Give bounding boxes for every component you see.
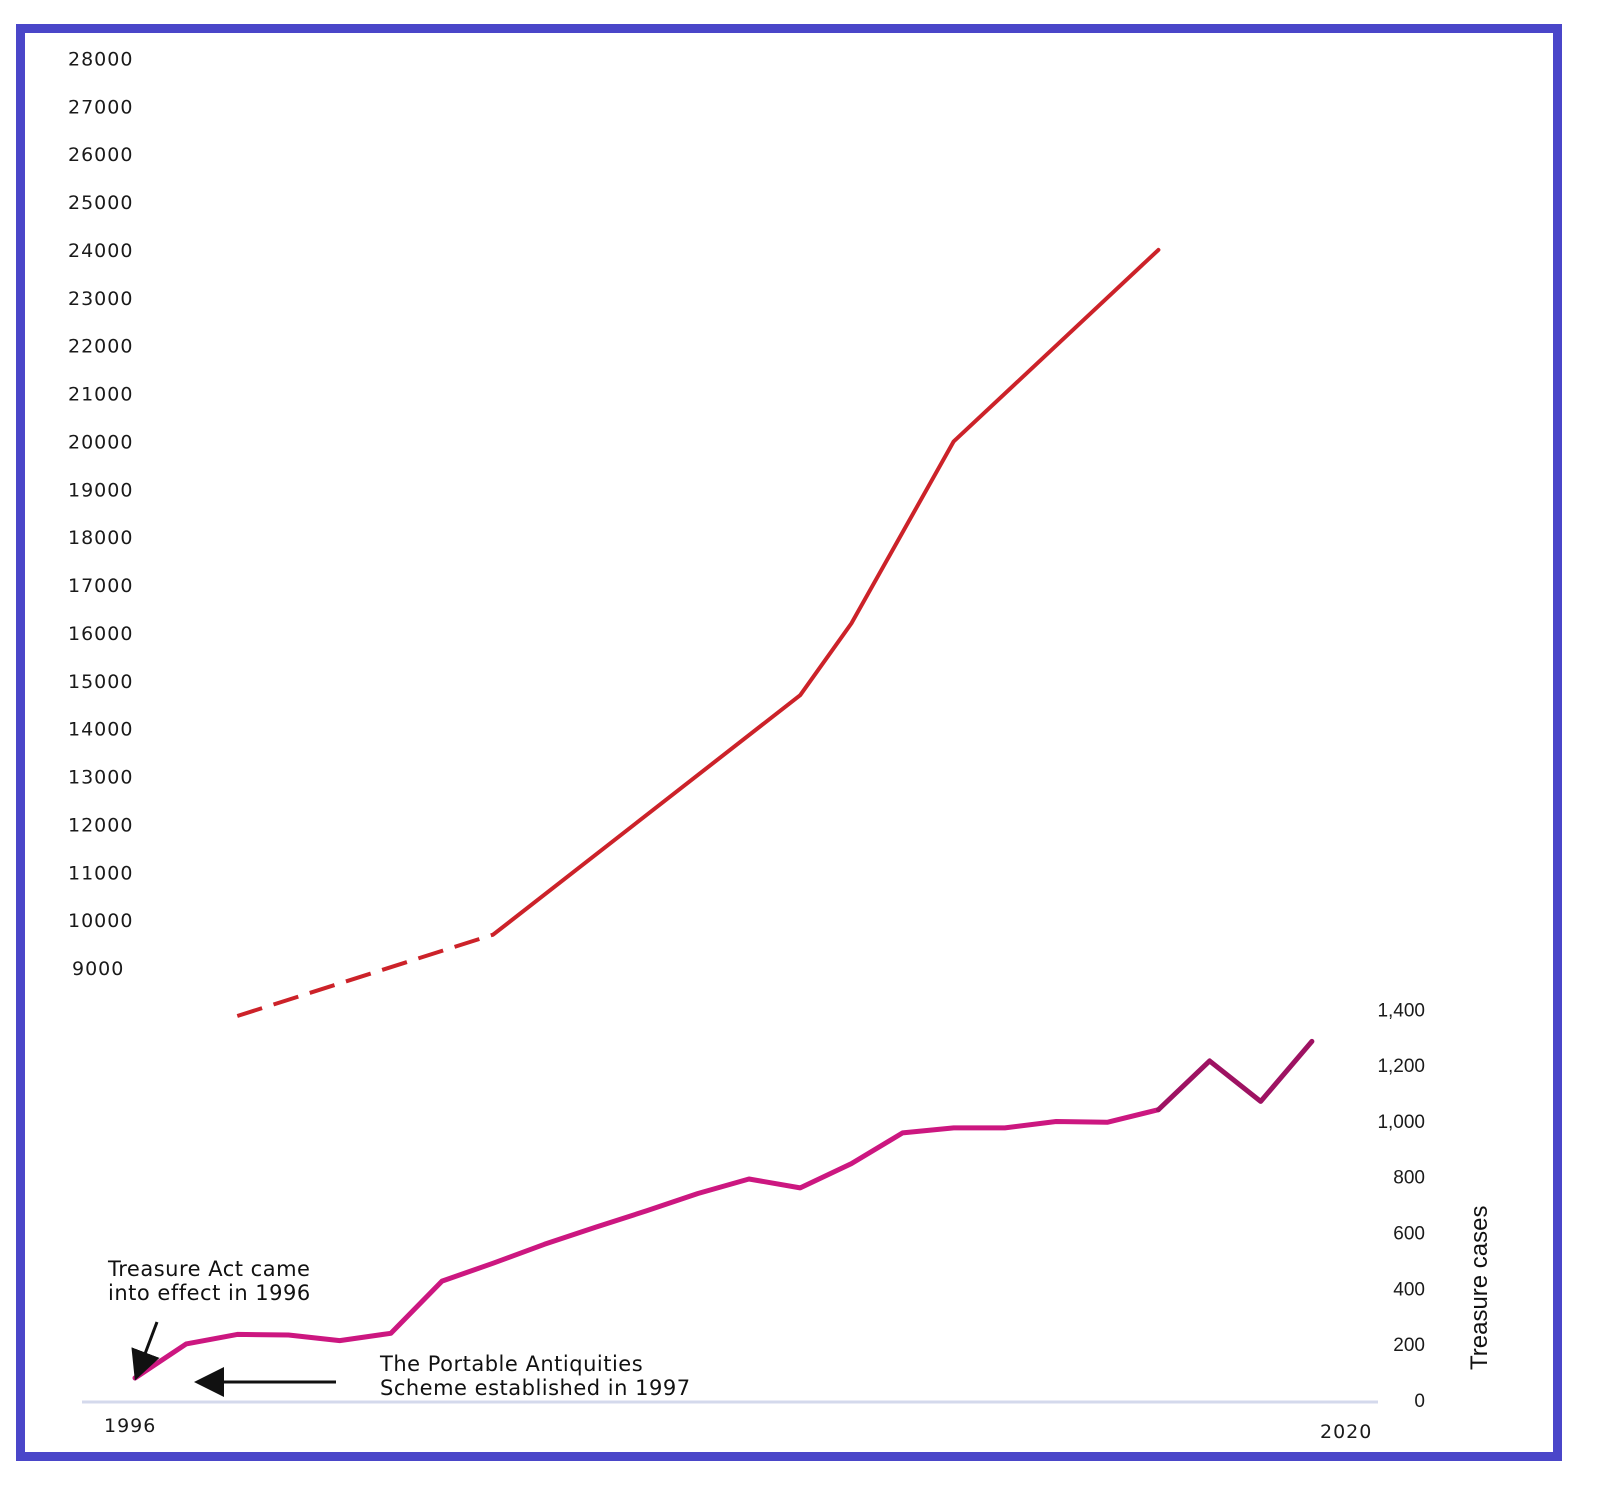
upper-y-axis: 9000 10000 11000 12000 13000 14000 15000 16000 1… <box>68 48 133 980</box>
upper-y-tick-11000: 11000 <box>68 862 133 884</box>
upper-y-tick-14000: 14000 <box>68 719 133 741</box>
upper-y-tick-10000: 10000 <box>68 910 133 932</box>
upper-y-tick-26000: 26000 <box>68 144 133 166</box>
upper-y-tick-21000: 21000 <box>68 384 133 406</box>
x-end-label: 2020 <box>1320 1421 1372 1443</box>
upper-y-tick-13000: 13000 <box>68 767 133 789</box>
treasure-cases-series <box>132 1038 1315 1381</box>
x-start-label: 1996 <box>104 1415 156 1437</box>
upper-y-tick-18000: 18000 <box>68 527 133 549</box>
treasure-act-note-line1: Treasure Act came <box>107 1257 310 1281</box>
lower-y-tick-200: 200 <box>1393 1335 1425 1356</box>
lower-y-tick-1,200: 1,200 <box>1377 1056 1425 1077</box>
upper-y-tick-15000: 15000 <box>68 671 133 693</box>
lower-y-tick-0: 0 <box>1414 1391 1425 1412</box>
upper-series <box>236 247 1161 1018</box>
upper-y-tick-25000: 25000 <box>68 192 133 214</box>
upper-y-tick-17000: 17000 <box>68 575 133 597</box>
pas-note-line2: Scheme established in 1997 <box>380 1376 691 1400</box>
treasure-cases-line-0 <box>132 1107 1161 1381</box>
treasure-cases-line-1 <box>1155 1038 1315 1113</box>
upper-y-tick-27000: 27000 <box>68 96 133 118</box>
chart-frame <box>16 24 1562 1461</box>
upper-y-tick-16000: 16000 <box>68 623 133 645</box>
lower-y-tick-800: 800 <box>1393 1168 1425 1189</box>
upper-line-segment-solid <box>491 247 1161 937</box>
upper-y-tick-28000: 28000 <box>68 48 133 70</box>
upper-y-tick-20000: 20000 <box>68 431 133 453</box>
lower-y-tick-600: 600 <box>1393 1224 1425 1245</box>
lower-y-axis: 0 200 400 600 800 1,000 1,200 1,400 <box>1377 1000 1425 1412</box>
upper-y-tick-9000: 9000 <box>72 958 124 980</box>
treasure-cases-axis-title: Treasure cases <box>1466 1205 1493 1370</box>
lower-y-tick-400: 400 <box>1393 1279 1425 1300</box>
upper-y-tick-12000: 12000 <box>68 814 133 836</box>
upper-y-tick-19000: 19000 <box>68 479 133 501</box>
treasure-act-arrow <box>131 1321 160 1381</box>
lower-y-tick-1,400: 1,400 <box>1377 1000 1425 1021</box>
treasure-act-note-line2: into effect in 1996 <box>108 1281 311 1305</box>
pas-note-line1: The Portable Antiquities <box>379 1352 643 1376</box>
upper-y-tick-24000: 24000 <box>68 240 133 262</box>
upper-line-segment-dashed <box>236 932 494 1018</box>
upper-y-tick-23000: 23000 <box>68 288 133 310</box>
lower-y-tick-1,000: 1,000 <box>1377 1112 1425 1133</box>
upper-y-tick-22000: 22000 <box>68 336 133 358</box>
